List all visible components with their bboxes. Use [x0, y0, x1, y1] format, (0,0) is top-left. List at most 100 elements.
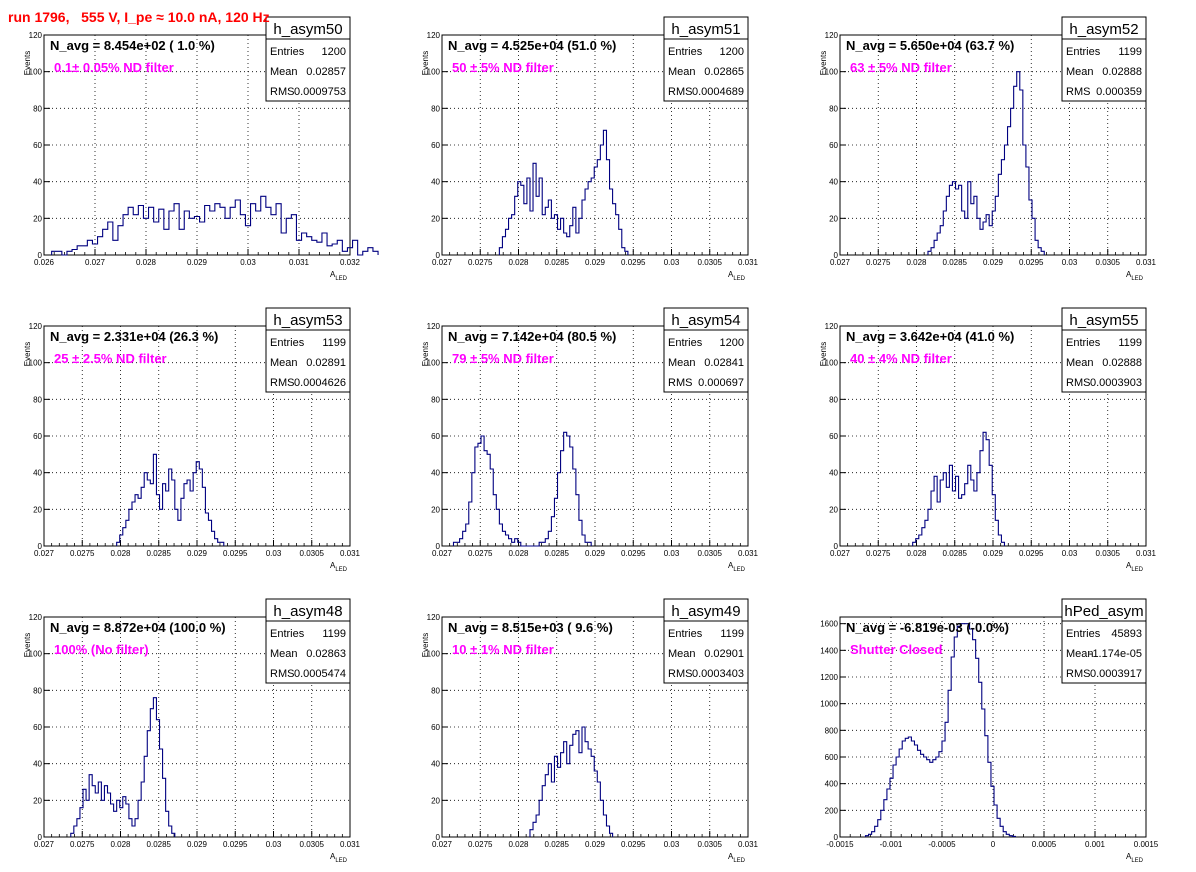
y-tick-label: 20: [33, 214, 42, 223]
y-tick-label: 120: [427, 613, 441, 622]
x-tick-label: 0.03: [664, 549, 680, 558]
y-tick-label: 80: [33, 104, 42, 113]
x-tick-label: 0.028: [110, 840, 131, 849]
x-tick-label: 0.0285: [147, 840, 172, 849]
y-tick-label: 0: [38, 833, 43, 842]
histogram-panel-h_asym49: 0.027 0.0275 0.028 0.0285 0.029 0.0295 0.03 0.0…: [421, 598, 759, 864]
stats-entries-value: 1200: [720, 337, 744, 349]
y-tick-label: 60: [33, 723, 42, 732]
x-tick-label: 0.0295: [621, 840, 646, 849]
x-tick-label: 0.029: [585, 840, 606, 849]
y-axis-title: Events: [421, 342, 430, 366]
x-axis-title: ALED: [1126, 270, 1144, 282]
y-tick-label: 60: [431, 141, 440, 150]
stats-box: [663, 16, 749, 102]
stats-entries-label: Entries: [270, 337, 305, 349]
x-tick-label: 0.0305: [698, 840, 723, 849]
stats-mean-label: Mean: [270, 648, 298, 660]
x-tick-label: 0.03: [266, 840, 282, 849]
y-tick-label: 40: [431, 178, 440, 187]
y-tick-label: 100: [29, 650, 43, 659]
x-tick-label: 0.0295: [1019, 549, 1044, 558]
navg-label: N_avg = -6.819e-03 (-0.0%): [846, 620, 1009, 635]
stats-box: [663, 307, 749, 393]
x-axis-title: ALED: [728, 561, 746, 573]
x-tick-label: 0.031: [738, 549, 759, 558]
x-tick-label: 0.0285: [545, 549, 570, 558]
x-tick-label: 0.031: [289, 258, 310, 267]
y-tick-label: 600: [825, 753, 839, 762]
x-tick-label: 0.03: [1062, 258, 1078, 267]
histogram-panel-h_asym50: 0.026 0.027 0.028 0.029 0.03 0.031 0.032 0 20 40 6…: [23, 16, 379, 282]
stats-entries-value: 1199: [322, 628, 346, 640]
x-tick-label: 0.028: [508, 549, 529, 558]
x-tick-label: 0.029: [187, 549, 208, 558]
stats-entries-value: 1199: [720, 628, 744, 640]
y-axis-title: Events: [23, 51, 32, 75]
y-tick-label: 120: [427, 31, 441, 40]
histogram-series-line: [927, 71, 1045, 255]
stats-title: hPed_asym: [1064, 603, 1143, 620]
y-tick-label: 80: [33, 395, 42, 404]
x-tick-label: 0.03: [664, 840, 680, 849]
navg-label: N_avg = 5.650e+04 (63.7 %): [846, 38, 1014, 53]
y-axis-title: Events: [819, 342, 828, 366]
x-tick-label: 0.0295: [223, 549, 248, 558]
x-tick-label: 0.027: [830, 258, 851, 267]
y-tick-label: 1600: [820, 620, 838, 629]
stats-mean-value: 0.02857: [306, 66, 346, 78]
stats-rms-value: 0.000697: [698, 377, 744, 389]
y-axis-title: Events: [421, 633, 430, 657]
stats-mean-value: 0.02888: [1102, 66, 1142, 78]
x-axis-title: ALED: [1126, 561, 1144, 573]
x-tick-label: 0.03: [1062, 549, 1078, 558]
y-tick-label: 40: [829, 469, 838, 478]
x-tick-label: 0.029: [585, 258, 606, 267]
histogram-series-line: [529, 726, 614, 837]
y-tick-label: 60: [829, 141, 838, 150]
histogram-panel-h_asym54: 0.027 0.0275 0.028 0.0285 0.029 0.0295 0.03 0.0…: [421, 307, 759, 573]
stats-title: h_asym48: [273, 603, 342, 620]
histogram-series-line: [452, 431, 592, 547]
stats-entries-label: Entries: [668, 628, 703, 640]
x-tick-label: 0.032: [340, 258, 361, 267]
navg-label: N_avg = 8.515e+03 ( 9.6 %): [448, 620, 613, 635]
stats-mean-label: Mean: [1066, 66, 1094, 78]
histogram-series-line: [498, 129, 629, 255]
x-tick-label: 0.0295: [621, 258, 646, 267]
stats-entries-label: Entries: [668, 337, 703, 349]
stats-box: [1061, 16, 1147, 102]
stats-mean-value: 0.02888: [1102, 357, 1142, 369]
x-tick-label: 0.0275: [866, 258, 891, 267]
y-tick-label: 100: [825, 359, 839, 368]
stats-mean-label: Mean: [270, 357, 298, 369]
y-tick-label: 100: [825, 68, 839, 77]
y-tick-label: 60: [431, 723, 440, 732]
x-tick-label: 0.0285: [545, 840, 570, 849]
y-axis-title: Events: [23, 342, 32, 366]
y-tick-label: 60: [431, 432, 440, 441]
y-tick-label: 0: [834, 251, 839, 260]
x-tick-label: 0.028: [110, 549, 131, 558]
x-tick-label: 0.028: [508, 840, 529, 849]
x-tick-label: 0.027: [432, 549, 453, 558]
x-tick-label: 0.027: [432, 258, 453, 267]
stats-entries-label: Entries: [668, 46, 703, 58]
stats-rms-label: RMS: [1066, 377, 1090, 389]
stats-mean-label: Mean: [668, 357, 696, 369]
y-tick-label: 120: [427, 322, 441, 331]
x-tick-label: 0.03: [240, 258, 256, 267]
y-tick-label: 20: [829, 214, 838, 223]
stats-title: h_asym55: [1069, 312, 1138, 329]
stats-mean-value: 0.02901: [704, 648, 744, 660]
y-tick-label: 80: [33, 686, 42, 695]
x-axis-title: ALED: [330, 270, 348, 282]
stats-entries-label: Entries: [1066, 628, 1101, 640]
stats-mean-label: Mean: [668, 66, 696, 78]
x-tick-label: 0.031: [340, 549, 361, 558]
x-tick-label: 0.027: [830, 549, 851, 558]
filter-label: 25 ± 2.5% ND filter: [54, 351, 167, 366]
stats-rms-value: 0.0004689: [692, 86, 744, 98]
stats-entries-value: 1199: [1118, 46, 1142, 58]
y-tick-label: 60: [33, 432, 42, 441]
